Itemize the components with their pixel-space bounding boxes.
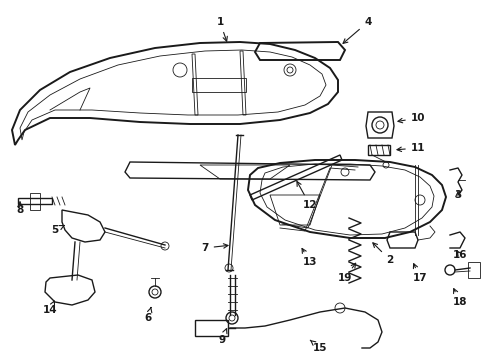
Text: 16: 16 — [452, 250, 467, 260]
Text: 10: 10 — [397, 113, 425, 123]
Text: 3: 3 — [453, 190, 461, 200]
Text: 11: 11 — [396, 143, 425, 153]
Text: 1: 1 — [216, 17, 227, 41]
Text: 15: 15 — [309, 340, 326, 353]
Text: 9: 9 — [218, 329, 226, 345]
Text: 13: 13 — [302, 248, 317, 267]
Text: 7: 7 — [201, 243, 227, 253]
Text: 19: 19 — [337, 263, 355, 283]
Text: 12: 12 — [296, 181, 317, 210]
Text: 17: 17 — [412, 264, 427, 283]
Text: 6: 6 — [144, 307, 151, 323]
Text: 2: 2 — [372, 243, 393, 265]
Text: 5: 5 — [51, 225, 64, 235]
Text: 18: 18 — [452, 289, 467, 307]
Text: 8: 8 — [16, 202, 23, 215]
Text: 14: 14 — [42, 301, 57, 315]
Text: 4: 4 — [343, 17, 371, 44]
